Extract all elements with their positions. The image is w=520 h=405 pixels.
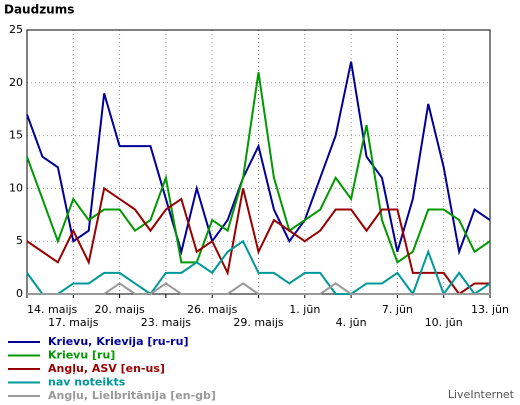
series-line [26, 61, 491, 256]
x-tick-label: 13. jūn [471, 303, 509, 316]
footer: LiveInternet [448, 388, 515, 401]
y-tick-label: 10 [9, 181, 23, 194]
legend-label: Angļu, Lielbritānija [en-gb] [48, 389, 216, 402]
x-tick-label: 17. maijs [48, 316, 99, 329]
chart-title: Daudzums [4, 3, 74, 17]
x-tick-label: 7. jūn [382, 303, 413, 316]
x-tick-label: 14. maijs [27, 303, 78, 316]
legend-label: Angļu, ASV [en-us] [48, 362, 165, 375]
x-tick-label: 23. maijs [141, 316, 192, 329]
y-tick-label: 20 [9, 76, 23, 89]
x-tick-label: 20. maijs [94, 303, 145, 316]
y-tick-label: 0 [16, 287, 23, 300]
series-line [27, 282, 490, 295]
legend-label: nav noteikts [48, 376, 126, 389]
x-tick-label: 1. jūn [289, 303, 320, 316]
x-tick-label: 29. maijs [233, 316, 284, 329]
y-tick-label: 5 [16, 234, 23, 247]
x-tick-label: 10. jūn [425, 316, 463, 329]
y-tick-label: 15 [9, 129, 23, 142]
legend-label: Krievu [ru] [48, 349, 115, 362]
x-tick-label: 26. maijs [187, 303, 238, 316]
y-tick-label: 25 [9, 23, 23, 36]
legend-label: Krievu, Krievija [ru-ru] [48, 335, 188, 348]
series-line [26, 72, 491, 264]
x-tick-label: 4. jūn [336, 316, 367, 329]
series-line [26, 186, 490, 296]
